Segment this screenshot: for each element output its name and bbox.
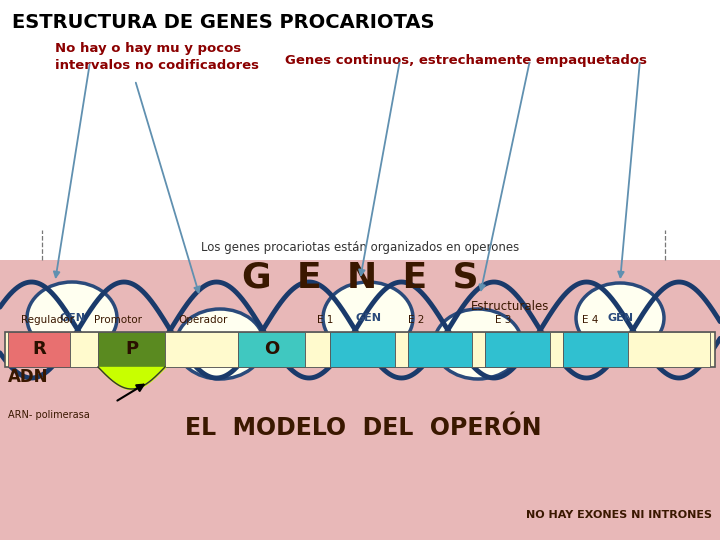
Text: GEN: GEN <box>207 339 233 349</box>
Bar <box>165 332 238 367</box>
Text: Genes continuos, estrechamente empaquetados: Genes continuos, estrechamente empaqueta… <box>285 54 647 67</box>
Ellipse shape <box>27 282 117 354</box>
Bar <box>0 260 720 540</box>
Ellipse shape <box>434 309 522 379</box>
Text: GEN: GEN <box>465 339 491 349</box>
Bar <box>550 332 563 367</box>
Text: GEN: GEN <box>355 313 381 323</box>
Bar <box>563 332 628 367</box>
Bar <box>8 332 70 367</box>
Bar <box>628 332 710 367</box>
Text: Regulador: Regulador <box>22 315 74 325</box>
Bar <box>238 332 305 367</box>
Text: P: P <box>125 341 138 359</box>
Text: No hay o hay mu y pocos
intervalos no codificadores: No hay o hay mu y pocos intervalos no co… <box>55 42 259 72</box>
Text: ADN: ADN <box>8 368 48 386</box>
Bar <box>408 332 472 367</box>
Bar <box>485 332 550 367</box>
Bar <box>330 332 395 367</box>
Text: ESTRUCTURA DE GENES PROCARIOTAS: ESTRUCTURA DE GENES PROCARIOTAS <box>12 13 434 32</box>
Ellipse shape <box>323 282 413 354</box>
Text: E 4: E 4 <box>582 315 598 325</box>
Text: NO HAY EXONES NI INTRONES: NO HAY EXONES NI INTRONES <box>526 510 712 520</box>
Text: GEN: GEN <box>607 313 633 323</box>
Text: E 1: E 1 <box>317 315 333 325</box>
Text: Operador: Operador <box>179 315 228 325</box>
Bar <box>5 332 715 367</box>
Ellipse shape <box>176 309 264 379</box>
Text: EL  MODELO  DEL  OPERÓN: EL MODELO DEL OPERÓN <box>185 416 541 440</box>
Text: ARN- polimerasa: ARN- polimerasa <box>8 410 90 420</box>
Bar <box>70 332 98 367</box>
Text: E 2: E 2 <box>408 315 424 325</box>
Text: GEN: GEN <box>59 313 85 323</box>
Ellipse shape <box>576 283 664 353</box>
Text: Los genes procariotas están organizados en operones: Los genes procariotas están organizados … <box>201 240 519 253</box>
Text: O: O <box>264 341 279 359</box>
Text: Promotor: Promotor <box>94 315 142 325</box>
Text: Estructurales: Estructurales <box>471 300 549 313</box>
Text: E 3: E 3 <box>495 315 511 325</box>
Bar <box>305 332 330 367</box>
Bar <box>472 332 485 367</box>
Bar <box>395 332 408 367</box>
Text: R: R <box>32 341 46 359</box>
Bar <box>98 332 165 367</box>
Text: G  E  N  E  S: G E N E S <box>242 261 478 295</box>
